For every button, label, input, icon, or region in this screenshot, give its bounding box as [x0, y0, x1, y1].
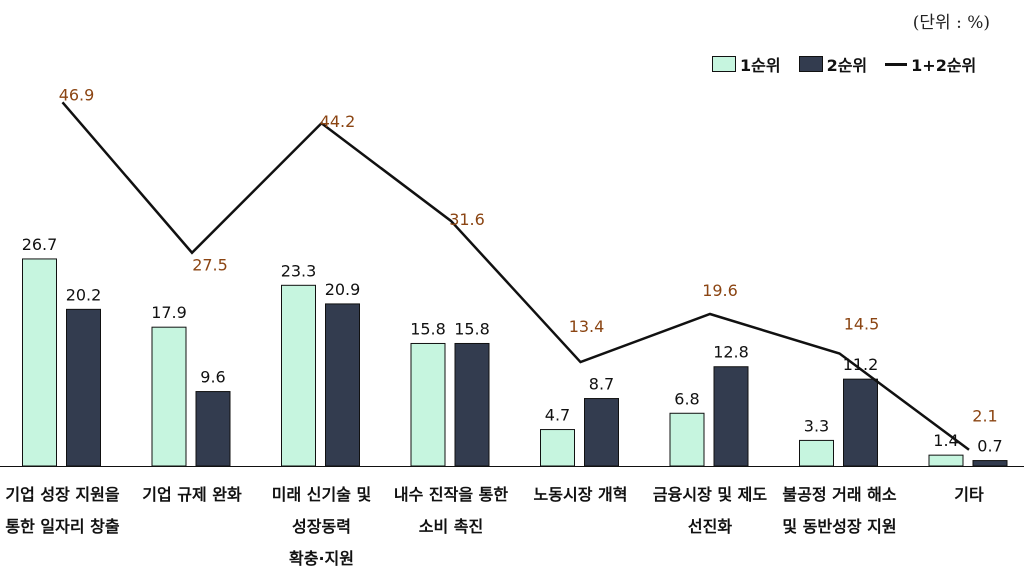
bar-series1: [928, 454, 964, 467]
x-tick-label: 기타: [954, 485, 984, 504]
line-series3: [61, 101, 970, 451]
x-tick-label: 노동시장 개혁: [534, 485, 628, 504]
x-tick-label: 기업 성장 지원을 통한 일자리 창출: [5, 485, 119, 536]
bar-series2: [843, 378, 878, 467]
x-tick-label: 미래 신기술 및 성장동력 확충·지원: [272, 485, 371, 568]
data-label-series1: 17.9: [151, 303, 187, 322]
bar-series1: [799, 439, 834, 467]
data-label-series3: 19.6: [702, 281, 738, 300]
data-label-series2: 9.6: [200, 368, 225, 387]
unit-label: (단위 : %): [912, 13, 990, 33]
bar-series1: [151, 326, 187, 467]
bar-series2: [325, 303, 360, 467]
legend-label-series1: 1순위: [740, 56, 781, 75]
legend-label-series3: 1+2순위: [911, 56, 977, 75]
data-label-series2: 0.7: [977, 437, 1002, 456]
bar-series1: [669, 412, 705, 467]
data-label-series2: 20.9: [325, 280, 361, 299]
data-label-series3: 44.2: [320, 112, 356, 131]
data-label-series2: 12.8: [713, 343, 749, 362]
bar-series2: [972, 460, 1008, 467]
bar-series2: [66, 308, 101, 467]
data-label-series2: 15.8: [454, 319, 490, 338]
data-label-series1: 26.7: [22, 235, 58, 254]
data-label-series2: 8.7: [589, 375, 614, 394]
legend-swatch-series2: [798, 56, 823, 72]
bar-series1: [540, 429, 575, 467]
data-label-series1: 23.3: [281, 261, 317, 280]
legend-label-series2: 2순위: [826, 56, 868, 75]
data-label-series3: 31.6: [449, 210, 485, 229]
data-label-series3: 14.5: [844, 315, 880, 334]
legend: 1순위 2순위 1+2순위: [712, 52, 994, 76]
x-tick-label: 기업 규제 완화: [142, 485, 242, 504]
bar-series2: [454, 342, 490, 467]
data-label-series2: 11.2: [843, 355, 879, 374]
legend-item-series2: 2순위: [798, 52, 868, 76]
bar-series1: [410, 342, 446, 467]
x-tick-label: 금융시장 및 제도 선진화: [653, 485, 767, 536]
data-label-series3: 46.9: [59, 85, 95, 104]
bar-series2: [584, 398, 619, 467]
bar-series2: [713, 366, 749, 467]
legend-swatch-series1: [712, 56, 736, 72]
data-label-series1: 4.7: [545, 406, 570, 425]
x-tick-label: 불공정 거래 해소 및 동반성장 지원: [782, 485, 896, 536]
data-label-series3: 27.5: [192, 256, 228, 275]
bar-series2: [195, 391, 231, 467]
data-label-series1: 15.8: [410, 319, 446, 338]
data-label-series2: 20.2: [66, 285, 102, 304]
data-label-series1: 3.3: [804, 416, 829, 435]
data-label-series1: 6.8: [674, 389, 699, 408]
legend-item-series1: 1순위: [712, 52, 781, 76]
data-label-series3: 13.4: [569, 317, 605, 336]
x-tick-label: 내수 진작을 통한 소비 촉진: [394, 485, 508, 536]
bar-series1: [22, 258, 57, 467]
legend-line-series3: [885, 62, 908, 66]
bar-series1: [281, 284, 316, 467]
data-label-series3: 2.1: [972, 407, 997, 426]
legend-item-series3: 1+2순위: [885, 52, 976, 76]
